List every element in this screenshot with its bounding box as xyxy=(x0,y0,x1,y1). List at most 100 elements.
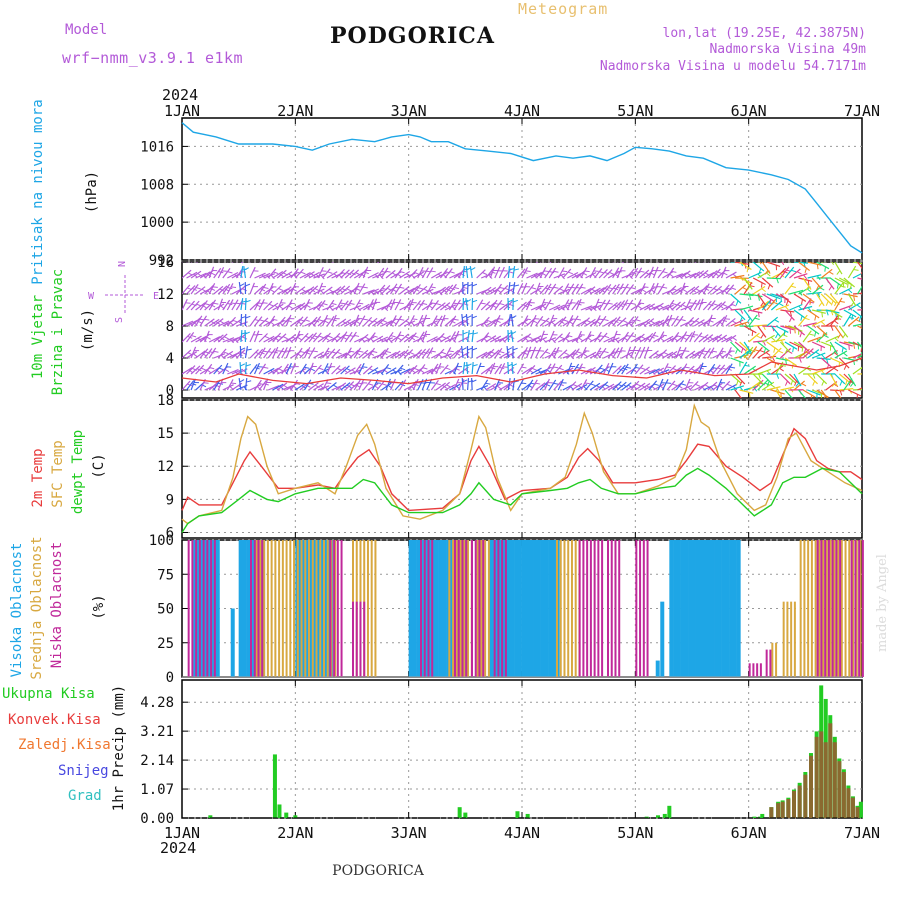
wind-barb-feather xyxy=(371,302,377,305)
wind-barb xyxy=(385,367,397,375)
wind-barb-feather xyxy=(663,351,669,355)
wind-barb-feather xyxy=(645,272,651,276)
wind-barb xyxy=(186,271,198,279)
wind-barb-feather xyxy=(765,303,771,307)
wind-barb-feather xyxy=(509,284,515,287)
wind-barb-feather xyxy=(580,286,586,289)
cloud-bar xyxy=(308,540,311,677)
wind-barb xyxy=(643,346,650,359)
wind-barb-feather xyxy=(414,256,419,257)
wind-barb-feather xyxy=(245,299,251,303)
wind-barb-feather xyxy=(279,257,283,259)
wind-barb xyxy=(190,335,202,343)
wind-barb-feather xyxy=(263,286,269,289)
wind-barb xyxy=(766,277,781,280)
wind-barb xyxy=(557,349,568,359)
wind-barb xyxy=(226,299,234,311)
wind-barb-feather xyxy=(470,267,476,271)
cloud-bar xyxy=(567,540,570,677)
wind-barb-feather xyxy=(773,347,776,353)
wind-barb xyxy=(616,266,623,279)
wind-barb xyxy=(716,378,723,391)
wind-barb xyxy=(603,299,611,311)
wind-barb xyxy=(702,300,712,311)
wind-barb xyxy=(267,384,280,391)
wind-barb-feather xyxy=(817,292,821,298)
wind-barb xyxy=(389,298,396,311)
wind-barb xyxy=(539,284,549,295)
cloud-bar xyxy=(334,540,337,677)
wind-barb-feather xyxy=(732,385,738,390)
wind-barb xyxy=(639,303,651,311)
wind-barb xyxy=(249,315,258,327)
wind-barb-feather xyxy=(358,382,364,385)
wind-barb-feather xyxy=(562,270,568,273)
wind-barb xyxy=(272,383,284,391)
cloud-bar xyxy=(680,540,685,677)
cloud-bar xyxy=(255,540,258,677)
wind-barb-feather xyxy=(635,319,641,322)
wind-barb-feather xyxy=(406,305,411,310)
wind-barb-feather xyxy=(707,286,713,289)
wind-barb-feather xyxy=(394,318,400,321)
wind-barb-feather xyxy=(616,350,622,353)
cloud-bar xyxy=(691,540,696,677)
wind-barb xyxy=(367,299,375,311)
wind-barb xyxy=(494,262,496,263)
wind-barb xyxy=(721,350,732,359)
wind-barb xyxy=(684,332,693,343)
wind-barb xyxy=(507,265,511,279)
wind-barb-feather xyxy=(400,367,406,371)
y-tick-label: 16 xyxy=(157,255,174,271)
wind-barb-feather xyxy=(412,318,418,321)
wind-barb-feather xyxy=(430,286,436,289)
wind-barb-feather xyxy=(559,256,564,258)
wind-barb xyxy=(793,293,807,302)
cloud-bar xyxy=(455,540,458,677)
wind-barb-feather xyxy=(272,318,278,321)
wind-barb xyxy=(753,324,768,327)
wind-barb xyxy=(267,348,276,359)
wind-barb xyxy=(376,284,386,295)
wind-barb-feather xyxy=(535,382,541,385)
wind-barb-feather xyxy=(646,257,650,259)
wind-barb xyxy=(408,269,418,279)
wind-barb xyxy=(725,318,736,327)
wind-barb-feather xyxy=(757,312,760,318)
wind-barb xyxy=(290,303,302,311)
cloud-bar xyxy=(263,540,266,677)
wind-barb-feather xyxy=(265,257,269,260)
wind-barb xyxy=(820,293,832,305)
wind-barb-feather xyxy=(675,255,680,256)
cloud-bar xyxy=(639,540,642,677)
cloud-bar xyxy=(793,601,796,677)
wind-barb xyxy=(353,379,361,391)
wind-barb xyxy=(761,298,772,311)
wind-barb-feather xyxy=(695,383,701,387)
wind-barb xyxy=(657,378,664,391)
wind-barb xyxy=(730,385,745,391)
cloud-bar xyxy=(514,540,519,677)
wind-barb xyxy=(299,332,309,343)
wind-barb-feather xyxy=(551,338,556,344)
compass-s: S xyxy=(114,317,125,323)
x-tick-label-bottom: 2JAN xyxy=(277,824,313,842)
model-label: Model xyxy=(65,22,107,38)
cloud-bar xyxy=(759,663,762,677)
wind-barb xyxy=(535,282,541,295)
cloud-bar xyxy=(748,663,751,677)
wind-barb xyxy=(376,380,386,391)
cloud-bar xyxy=(850,540,853,677)
wind-barb-feather xyxy=(801,299,803,305)
wind-barb-feather xyxy=(833,301,838,307)
wind-barb xyxy=(335,366,347,375)
wind-barb-feather xyxy=(731,256,736,258)
wind-barb xyxy=(480,316,490,327)
wind-barb xyxy=(666,285,677,295)
wind-barb-feather xyxy=(304,319,310,322)
wind-barb-feather xyxy=(613,255,618,256)
wind-barb-feather xyxy=(397,370,402,376)
wind-barb-feather xyxy=(867,381,869,386)
wind-barb xyxy=(852,272,862,279)
